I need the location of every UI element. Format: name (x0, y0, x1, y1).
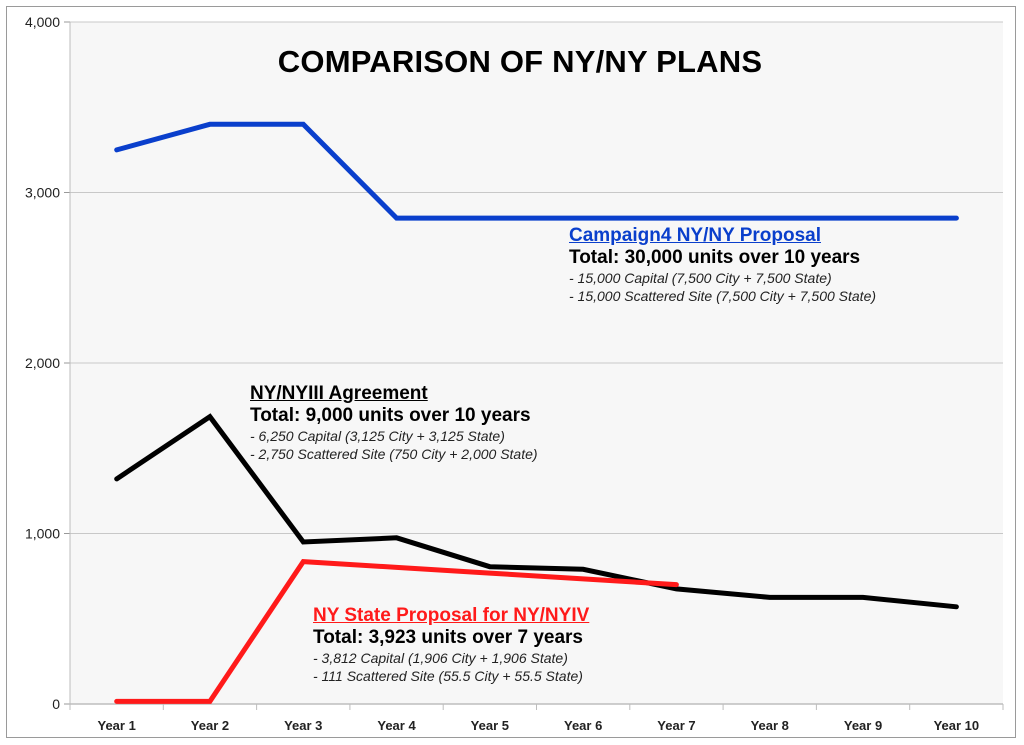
y-tick-label: 3,000 (25, 185, 60, 201)
annotation-total: Total: 30,000 units over 10 years (569, 247, 861, 268)
x-tick-label: Year 5 (471, 718, 509, 733)
annotation-total: Total: 9,000 units over 10 years (250, 405, 531, 426)
y-tick-label: 0 (52, 696, 60, 712)
x-tick-label: Year 8 (751, 718, 789, 733)
annotation-detail: - 111 Scattered Site (55.5 City + 55.5 S… (313, 668, 583, 684)
x-tick-label: Year 4 (377, 718, 416, 733)
x-tick-label: Year 3 (284, 718, 322, 733)
y-tick-label: 4,000 (25, 14, 60, 30)
annotation-detail: - 2,750 Scattered Site (750 City + 2,000… (250, 446, 538, 462)
series-line (114, 559, 679, 704)
series-lines (114, 121, 959, 704)
annotation-nynyiii: NY/NYIII Agreement Total: 9,000 units ov… (250, 382, 538, 463)
gridlines (70, 21, 1003, 534)
y-tick-label: 1,000 (25, 526, 60, 542)
x-axis: Year 1 Year 2 Year 3 Year 4 Year 5 Year 6 Year… (69, 703, 1004, 733)
x-tick-label: Year 2 (191, 718, 229, 733)
series-line (114, 121, 959, 221)
annotation-total: Total: 3,923 units over 7 years (313, 627, 583, 648)
annotation-heading: NY State Proposal for NY/NYIV (313, 605, 590, 626)
x-tick-label: Year 6 (564, 718, 602, 733)
chart-title: COMPARISON OF NY/NY PLANS (277, 44, 763, 79)
annotation-heading: Campaign4 NY/NY Proposal (569, 225, 821, 246)
annotation-detail: - 3,812 Capital (1,906 City + 1,906 Stat… (313, 650, 568, 666)
x-tick-label: Year 10 (934, 718, 980, 733)
annotation-detail: - 6,250 Capital (3,125 City + 3,125 Stat… (250, 428, 505, 444)
annotation-heading: NY/NYIII Agreement (250, 383, 428, 404)
annotation-state-proposal: NY State Proposal for NY/NYIV Total: 3,9… (313, 604, 589, 685)
y-tick-label: 2,000 (25, 355, 60, 371)
annotation-campaign4: Campaign4 NY/NY Proposal Total: 30,000 u… (569, 224, 876, 305)
x-tick-label: Year 7 (657, 718, 695, 733)
y-axis: 0 1,000 2,000 3,000 4,000 (25, 14, 71, 712)
annotation-detail: - 15,000 Scattered Site (7,500 City + 7,… (569, 288, 877, 304)
x-tick-label: Year 9 (844, 718, 882, 733)
annotation-detail: - 15,000 Capital (7,500 City + 7,500 Sta… (569, 270, 832, 286)
x-tick-label: Year 1 (97, 718, 135, 733)
series-line (114, 413, 959, 610)
